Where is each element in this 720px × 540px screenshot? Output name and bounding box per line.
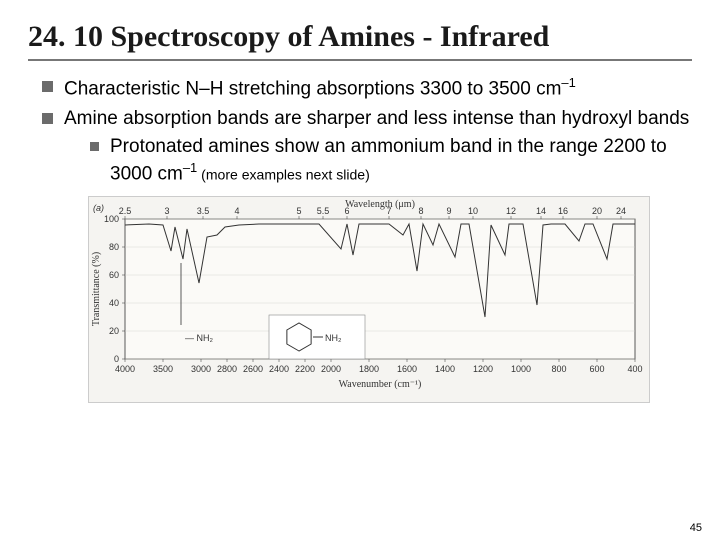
svg-text:1600: 1600	[397, 364, 417, 374]
bullet-2-text: Amine absorption bands are sharper and l…	[64, 108, 689, 129]
svg-text:20: 20	[109, 326, 119, 336]
svg-text:2800: 2800	[217, 364, 237, 374]
svg-text:8: 8	[418, 206, 423, 216]
title-underline	[28, 59, 692, 61]
svg-text:400: 400	[627, 364, 642, 374]
svg-text:100: 100	[104, 214, 119, 224]
svg-text:Transmittance (%): Transmittance (%)	[91, 252, 102, 326]
svg-text:0: 0	[114, 354, 119, 364]
svg-text:4000: 4000	[115, 364, 135, 374]
bullet-1-text: Characteristic N–H stretching absorption…	[64, 78, 561, 99]
svg-text:80: 80	[109, 242, 119, 252]
svg-text:3.5: 3.5	[197, 206, 210, 216]
svg-text:Wavenumber (cm⁻¹): Wavenumber (cm⁻¹)	[339, 379, 422, 390]
svg-text:14: 14	[536, 206, 546, 216]
svg-text:2600: 2600	[243, 364, 263, 374]
svg-text:1000: 1000	[511, 364, 531, 374]
svg-text:5.5: 5.5	[317, 206, 330, 216]
svg-text:4: 4	[234, 206, 239, 216]
svg-text:NH₂: NH₂	[325, 333, 342, 343]
page-title: 24. 10 Spectroscopy of Amines - Infrared	[28, 20, 692, 55]
svg-text:16: 16	[558, 206, 568, 216]
bullet-1: Characteristic N–H stretching absorption…	[42, 75, 692, 102]
svg-text:Wavelength (μm): Wavelength (μm)	[345, 199, 415, 210]
svg-text:— NH₂: — NH₂	[185, 333, 213, 343]
svg-text:2.5: 2.5	[119, 206, 132, 216]
bullet-2-sub-note: (more examples next slide)	[197, 166, 370, 182]
svg-text:2000: 2000	[321, 364, 341, 374]
svg-text:24: 24	[616, 206, 626, 216]
svg-text:6: 6	[344, 206, 349, 216]
svg-text:600: 600	[589, 364, 604, 374]
svg-text:1800: 1800	[359, 364, 379, 374]
svg-text:60: 60	[109, 270, 119, 280]
svg-text:3: 3	[164, 206, 169, 216]
svg-text:3500: 3500	[153, 364, 173, 374]
svg-text:(a): (a)	[93, 203, 104, 213]
svg-text:7: 7	[386, 206, 391, 216]
bullet-list: Characteristic N–H stretching absorption…	[28, 75, 692, 187]
svg-text:20: 20	[592, 206, 602, 216]
svg-text:12: 12	[506, 206, 516, 216]
bullet-1-sup: –1	[561, 75, 575, 90]
svg-text:3000: 3000	[191, 364, 211, 374]
svg-text:800: 800	[551, 364, 566, 374]
svg-text:2200: 2200	[295, 364, 315, 374]
svg-text:2400: 2400	[269, 364, 289, 374]
bullet-2-sub-sup: –1	[183, 160, 197, 175]
svg-text:1400: 1400	[435, 364, 455, 374]
bullet-2: Amine absorption bands are sharper and l…	[42, 107, 692, 186]
svg-text:1200: 1200	[473, 364, 493, 374]
ir-spectrum-svg: (a) Wavelength (μm) 2.5 3 3.5 4 5 5.5 6 7 8 9 10 12 14…	[89, 197, 649, 402]
svg-text:5: 5	[296, 206, 301, 216]
svg-text:10: 10	[468, 206, 478, 216]
svg-text:40: 40	[109, 298, 119, 308]
ir-spectrum-chart: (a) Wavelength (μm) 2.5 3 3.5 4 5 5.5 6 7 8 9 10 12 14…	[88, 196, 650, 403]
svg-text:9: 9	[446, 206, 451, 216]
page-number: 45	[690, 522, 702, 534]
bullet-2-sub: Protonated amines show an ammonium band …	[90, 135, 692, 186]
